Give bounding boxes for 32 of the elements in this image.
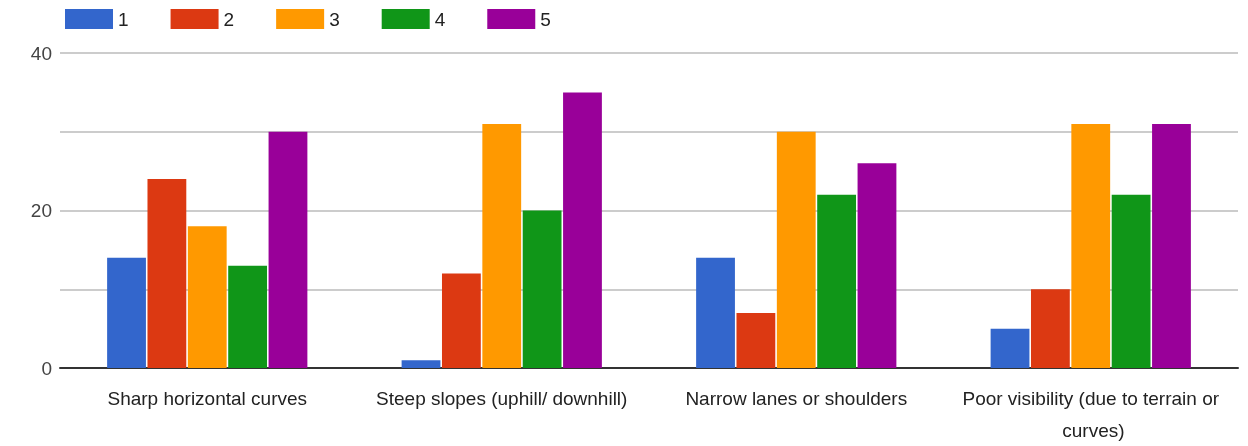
x-tick-label: Narrow lanes or shoulders — [685, 387, 908, 409]
bar — [736, 312, 776, 368]
bar — [187, 226, 227, 368]
y-tick-label: 20 — [30, 200, 52, 221]
x-tick-label: Sharp horizontal curves — [107, 387, 308, 409]
bar — [441, 273, 481, 368]
y-tick-label: 40 — [30, 42, 52, 64]
bar — [268, 131, 308, 368]
legend-label: 5 — [540, 8, 551, 30]
bar — [857, 163, 897, 368]
legend-label: 2 — [223, 8, 235, 30]
bar — [817, 194, 857, 368]
bar — [107, 257, 146, 368]
x-tick-label: Poor visibility (due to terrain or curves) — [962, 387, 1220, 441]
bar — [563, 92, 602, 368]
legend-label: 4 — [434, 8, 446, 30]
bar — [990, 328, 1030, 368]
bar — [1111, 194, 1151, 368]
bar — [1030, 289, 1070, 368]
bar — [228, 265, 268, 368]
bar — [522, 210, 562, 368]
x-tick-label: Steep slopes (uphill/ downhill) — [376, 387, 628, 409]
legend-label: 1 — [118, 8, 129, 30]
bar — [401, 360, 441, 368]
bar — [147, 179, 187, 368]
y-tick-label: 0 — [41, 357, 52, 379]
bar — [776, 131, 816, 368]
bar — [696, 257, 735, 368]
bar — [1071, 123, 1111, 368]
bar — [482, 123, 522, 368]
bar — [1152, 123, 1191, 368]
legend-label: 3 — [329, 8, 340, 30]
